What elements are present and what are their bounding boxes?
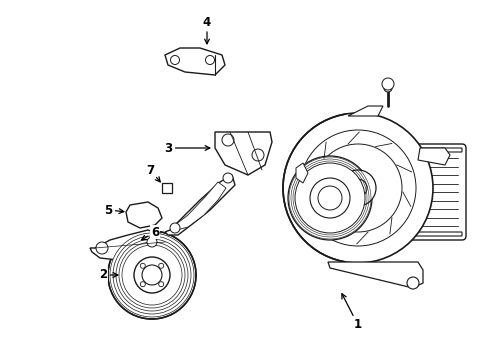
Circle shape bbox=[159, 263, 163, 268]
Text: 4: 4 bbox=[203, 15, 211, 44]
Circle shape bbox=[381, 78, 393, 90]
Text: 2: 2 bbox=[99, 269, 118, 282]
Polygon shape bbox=[164, 175, 235, 235]
Circle shape bbox=[348, 179, 366, 197]
Polygon shape bbox=[347, 106, 382, 116]
Circle shape bbox=[159, 282, 163, 287]
Text: 6: 6 bbox=[142, 225, 159, 240]
Circle shape bbox=[222, 134, 234, 146]
Polygon shape bbox=[215, 132, 271, 175]
Circle shape bbox=[251, 149, 264, 161]
Circle shape bbox=[119, 242, 184, 308]
Polygon shape bbox=[164, 48, 224, 75]
Circle shape bbox=[283, 113, 432, 263]
Circle shape bbox=[299, 130, 415, 246]
Circle shape bbox=[140, 282, 145, 287]
Polygon shape bbox=[126, 202, 162, 228]
Circle shape bbox=[110, 233, 194, 317]
Polygon shape bbox=[162, 183, 172, 193]
Circle shape bbox=[142, 265, 162, 285]
Circle shape bbox=[313, 144, 401, 232]
Circle shape bbox=[309, 178, 349, 218]
Circle shape bbox=[294, 163, 364, 233]
Text: 3: 3 bbox=[163, 141, 209, 154]
Circle shape bbox=[170, 223, 180, 233]
Text: 5: 5 bbox=[103, 203, 123, 216]
Circle shape bbox=[317, 186, 341, 210]
Circle shape bbox=[287, 156, 371, 240]
Polygon shape bbox=[327, 262, 422, 288]
Circle shape bbox=[113, 236, 191, 314]
Circle shape bbox=[116, 239, 187, 311]
Circle shape bbox=[134, 257, 170, 293]
Text: 7: 7 bbox=[145, 163, 160, 182]
Circle shape bbox=[406, 277, 418, 289]
Polygon shape bbox=[90, 230, 164, 260]
Polygon shape bbox=[352, 116, 461, 152]
Circle shape bbox=[170, 55, 179, 64]
FancyBboxPatch shape bbox=[385, 144, 465, 240]
Polygon shape bbox=[352, 232, 461, 263]
Text: 1: 1 bbox=[341, 294, 361, 332]
Circle shape bbox=[339, 170, 375, 206]
Circle shape bbox=[108, 231, 196, 319]
Circle shape bbox=[147, 237, 157, 247]
Circle shape bbox=[383, 84, 391, 92]
Polygon shape bbox=[417, 148, 449, 165]
Circle shape bbox=[122, 245, 182, 305]
Circle shape bbox=[205, 55, 214, 64]
Circle shape bbox=[96, 242, 108, 254]
Polygon shape bbox=[175, 182, 225, 230]
Circle shape bbox=[223, 173, 232, 183]
Polygon shape bbox=[295, 163, 307, 183]
Circle shape bbox=[140, 263, 145, 268]
